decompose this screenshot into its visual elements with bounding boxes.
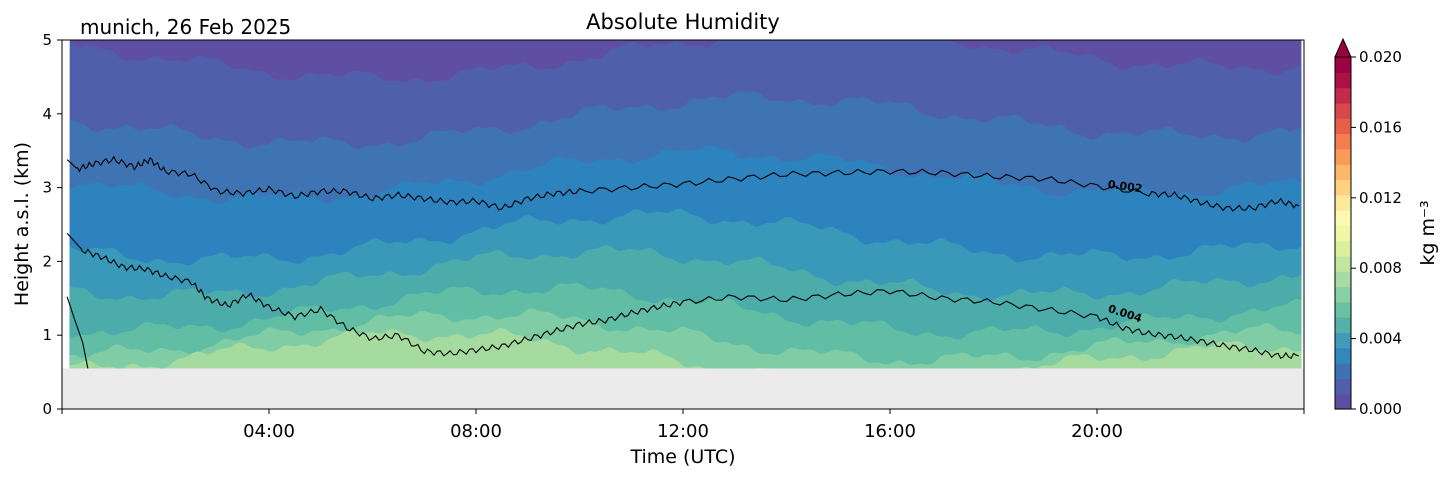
x-tick-label: 08:00	[450, 421, 502, 442]
x-axis-label: Time (UTC)	[629, 446, 735, 468]
colorbar-segment	[1335, 255, 1351, 272]
x-tick-label: 20:00	[1071, 421, 1123, 442]
colorbar-segment	[1335, 72, 1351, 89]
colorbar-segment	[1335, 286, 1351, 303]
colorbar-segment	[1335, 363, 1351, 379]
colorbar-segment	[1335, 225, 1351, 242]
x-tick-label: 16:00	[864, 421, 916, 442]
contour-lines	[66, 155, 1300, 369]
colorbar-tick-label: 0.020	[1359, 48, 1402, 66]
contour-line-0	[66, 155, 1300, 212]
colorbar-segment	[1335, 210, 1351, 226]
colorbar-tick-label: 0.000	[1359, 400, 1402, 418]
y-tick-label: 4	[42, 105, 52, 123]
colorbar-label: kg m⁻³	[1417, 200, 1439, 265]
colorbar-segment	[1335, 148, 1351, 165]
colorbar-tick-label: 0.004	[1359, 330, 1402, 348]
colorbar-segment	[1335, 118, 1351, 135]
colorbar-segment	[1335, 164, 1351, 181]
colorbar-tick-label: 0.016	[1359, 118, 1402, 136]
chart-title: Absolute Humidity	[586, 10, 780, 34]
colorbar-segment	[1335, 317, 1351, 334]
no-data-region	[62, 368, 1304, 409]
x-tick-label: 04:00	[243, 421, 295, 442]
colorbar-segment	[1335, 87, 1351, 104]
colorbar-segment	[1335, 102, 1351, 119]
colorbar: 0.000 0.004 0.008 0.012 0.016 0.020	[1334, 37, 1402, 418]
colorbar-segment	[1335, 301, 1351, 318]
colorbar-segment	[1335, 240, 1351, 257]
colorbar-segment	[1335, 378, 1351, 395]
colorbar-segment	[1335, 393, 1351, 410]
contour-label: 0.002	[1107, 178, 1143, 196]
y-axis-label: Height a.s.l. (km)	[11, 142, 33, 306]
y-tick-label: 5	[42, 31, 52, 49]
colorbar-segment	[1335, 332, 1351, 349]
colorbar-segment	[1335, 194, 1351, 211]
y-tick-label: 0	[42, 400, 52, 418]
colorbar-segment	[1335, 271, 1351, 288]
y-axis-ticks: 0 1 2 3 4 5	[42, 31, 62, 418]
colorbar-tick-label: 0.008	[1359, 259, 1402, 277]
colorbar-segment	[1335, 347, 1351, 364]
colorbar-segment	[1335, 179, 1351, 196]
location-date-label: munich, 26 Feb 2025	[80, 15, 291, 39]
colorbar-extend-arrow	[1334, 37, 1352, 58]
filled-contours	[62, 40, 1304, 409]
contour-line-1	[66, 233, 1299, 359]
colorbar-segment	[1335, 133, 1351, 150]
x-tick-label: 12:00	[657, 421, 709, 442]
contour-line-2	[66, 296, 89, 369]
colorbar-frame	[1334, 56, 1352, 410]
colorbar-segment	[1335, 57, 1351, 73]
y-tick-label: 3	[42, 179, 52, 197]
y-tick-label: 1	[42, 326, 52, 344]
x-axis-ticks: 04:00 08:00 12:00 16:00 20:00	[61, 409, 1305, 442]
colorbar-tick-label: 0.012	[1359, 189, 1402, 207]
y-tick-label: 2	[42, 252, 52, 270]
